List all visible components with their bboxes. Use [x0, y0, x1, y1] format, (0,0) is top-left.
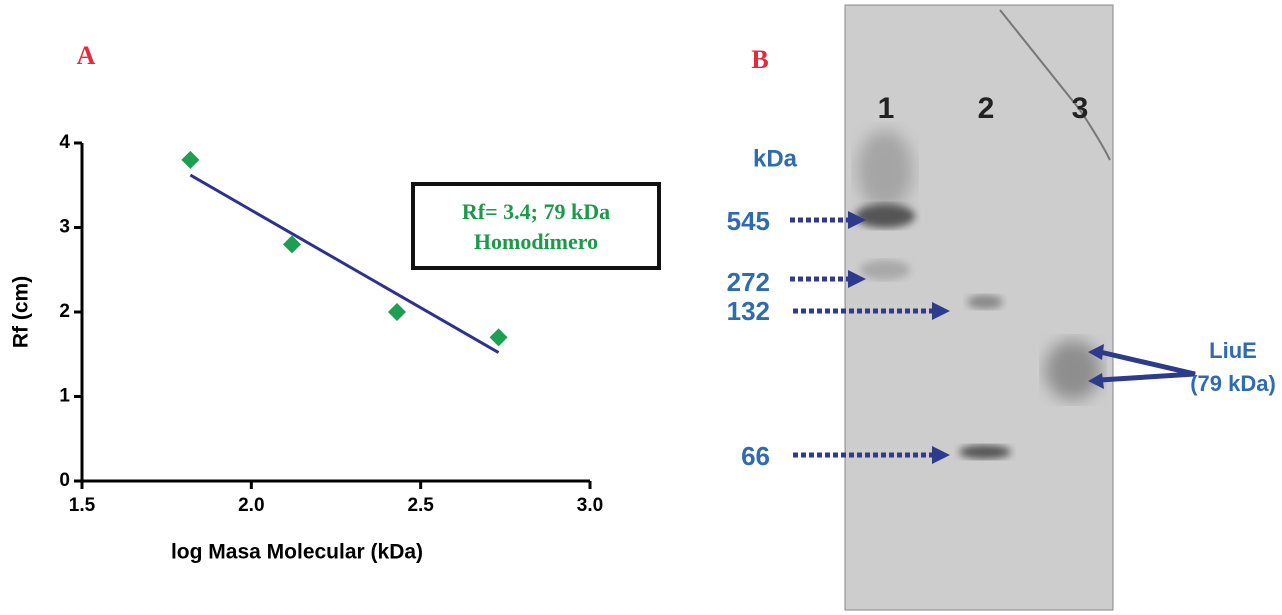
figure: A B 1 2 3 kDa 545 272 132 66 LiuE (79 kD… [0, 0, 1282, 615]
x-axis-label: log Masa Molecular (kDa) [171, 541, 423, 564]
target-label: LiuE [1209, 338, 1257, 363]
point [388, 303, 406, 321]
annotation: Rf= 3.4; 79 kDa [462, 199, 610, 224]
x-tick-label: 1.5 [69, 495, 96, 516]
marker-label: 66 [741, 441, 770, 471]
x-tick-label: 2.5 [407, 495, 434, 516]
panel-label: B [751, 45, 768, 74]
marker-label: 545 [727, 206, 770, 236]
lane-label: 1 [878, 92, 895, 125]
y-tick-label: 3 [59, 217, 70, 238]
panel-label: A [77, 41, 96, 70]
y-tick-label: 0 [59, 470, 70, 491]
annotation: Homodímero [474, 229, 598, 254]
y-tick-label: 4 [59, 132, 70, 153]
point [181, 151, 199, 169]
unit-label: kDa [753, 145, 798, 172]
y-tick-label: 2 [59, 301, 70, 322]
y-tick-label: 1 [59, 386, 70, 407]
x-tick-label: 2.0 [238, 495, 264, 516]
annotation-box [413, 184, 659, 268]
y-axis-label: Rf (cm) [10, 276, 33, 348]
lane-label: 2 [978, 92, 995, 125]
target-label: (79 kDa) [1190, 371, 1276, 396]
point [490, 328, 508, 346]
lane-label: 3 [1072, 92, 1089, 125]
marker-label: 132 [727, 296, 770, 326]
marker-label: 272 [727, 267, 770, 297]
x-tick-label: 3.0 [577, 495, 603, 516]
